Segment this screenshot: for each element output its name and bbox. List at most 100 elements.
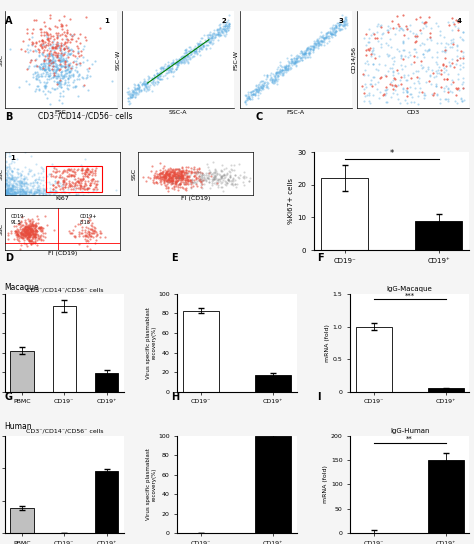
Point <box>10 235 18 244</box>
Point <box>11 173 18 182</box>
Point <box>2 178 9 187</box>
Point <box>316 32 324 40</box>
Point <box>57 63 64 71</box>
Point <box>196 177 204 186</box>
Point <box>457 46 465 55</box>
Point <box>261 77 269 86</box>
Point <box>406 27 414 35</box>
Point <box>419 88 426 96</box>
Point <box>168 176 175 185</box>
Point <box>165 174 173 182</box>
Point <box>443 39 450 48</box>
Point <box>280 66 288 75</box>
Point <box>82 168 90 177</box>
Point <box>363 83 370 91</box>
Point <box>184 162 192 171</box>
Point <box>76 184 84 193</box>
Point <box>163 168 170 177</box>
Point <box>18 184 26 193</box>
Point <box>202 44 210 53</box>
Point <box>148 73 156 82</box>
Point <box>276 67 284 76</box>
Point <box>281 63 288 71</box>
Point <box>169 177 176 186</box>
Point <box>13 228 20 237</box>
Point <box>221 172 228 181</box>
Point <box>196 171 203 180</box>
Point <box>58 183 66 192</box>
Point <box>36 40 44 49</box>
Bar <box>53 306 76 392</box>
Point <box>229 181 237 189</box>
Point <box>283 61 290 70</box>
Point <box>32 226 40 235</box>
Point <box>85 63 93 72</box>
Point <box>26 46 33 55</box>
Point <box>225 18 232 27</box>
Point <box>28 237 36 246</box>
Point <box>154 69 162 78</box>
Point <box>408 92 416 101</box>
Point <box>28 232 36 241</box>
Point <box>44 51 52 59</box>
Point <box>60 177 67 186</box>
Point <box>255 88 262 96</box>
Point <box>399 39 407 47</box>
Point <box>298 48 305 57</box>
Point <box>80 81 88 89</box>
Point <box>318 40 325 48</box>
Point <box>62 62 69 71</box>
Point <box>168 174 176 182</box>
Point <box>377 72 384 81</box>
Point <box>4 162 11 171</box>
Point <box>387 78 395 86</box>
Point <box>398 64 405 73</box>
Point <box>27 55 35 64</box>
Point <box>83 236 91 244</box>
Point <box>278 66 286 75</box>
Point <box>41 61 49 70</box>
Point <box>13 145 20 153</box>
Point <box>61 78 69 86</box>
Point <box>27 228 35 237</box>
Point <box>310 40 318 48</box>
Point <box>7 184 15 193</box>
Point <box>79 58 87 67</box>
Point <box>21 223 29 232</box>
Point <box>315 38 322 47</box>
Point <box>189 177 196 186</box>
Point <box>82 236 90 245</box>
Point <box>16 169 24 177</box>
Y-axis label: SSC: SSC <box>131 168 137 180</box>
Point <box>61 67 68 76</box>
Point <box>75 71 83 79</box>
Point <box>63 69 71 78</box>
Point <box>179 173 187 182</box>
Point <box>72 63 80 72</box>
Point <box>174 60 182 69</box>
Point <box>27 222 35 231</box>
Point <box>143 79 151 88</box>
Point <box>164 184 172 193</box>
Point <box>393 45 401 53</box>
Point <box>83 164 91 173</box>
Point <box>168 178 175 187</box>
Point <box>25 223 32 232</box>
Point <box>272 75 279 83</box>
Point <box>23 225 30 233</box>
Point <box>364 38 372 47</box>
Text: A: A <box>5 16 12 26</box>
Point <box>173 60 181 69</box>
Point <box>341 23 349 32</box>
Point <box>158 172 166 181</box>
Point <box>18 227 25 236</box>
Point <box>181 177 189 186</box>
Point <box>55 167 63 176</box>
Point <box>39 189 47 198</box>
Point <box>20 226 28 234</box>
Text: E: E <box>171 253 177 263</box>
Point <box>29 47 37 55</box>
Point <box>21 226 28 235</box>
Point <box>419 23 427 32</box>
Point <box>228 165 235 174</box>
